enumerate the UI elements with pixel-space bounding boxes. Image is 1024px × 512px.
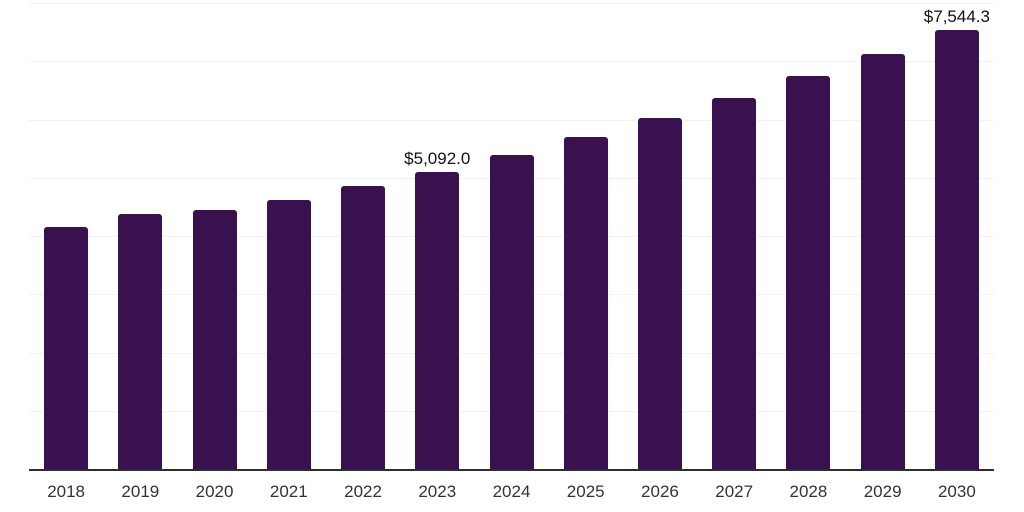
bar-2021[interactable] xyxy=(266,199,311,469)
x-axis-tick-2029: 2029 xyxy=(863,482,902,501)
bar-2022[interactable] xyxy=(341,185,386,469)
bar-2020[interactable] xyxy=(192,209,237,469)
bar-2028[interactable] xyxy=(786,76,831,469)
x-axis-tick-2021: 2021 xyxy=(269,482,308,501)
bar-2027[interactable] xyxy=(712,97,757,469)
x-axis-tick-2019: 2019 xyxy=(121,482,160,501)
bar-2018[interactable] xyxy=(44,226,89,469)
bar-value-label-2030: $7,544.3 xyxy=(923,6,990,26)
x-axis-tick-2028: 2028 xyxy=(789,482,828,501)
bar-2024[interactable] xyxy=(489,155,534,469)
gridline-8000 xyxy=(29,3,994,4)
x-axis-tick-2027: 2027 xyxy=(715,482,754,501)
x-axis-tick-2022: 2022 xyxy=(344,482,382,501)
bar-2029[interactable] xyxy=(860,53,905,469)
x-axis-tick-2030: 2030 xyxy=(937,482,976,501)
x-axis-tick-2020: 2020 xyxy=(195,482,234,501)
gridline-7000 xyxy=(29,61,994,63)
bar-2025[interactable] xyxy=(563,137,608,469)
x-axis-line xyxy=(29,469,994,471)
bar-2026[interactable] xyxy=(637,117,682,469)
bar-2019[interactable] xyxy=(118,213,163,469)
x-axis-tick-2018: 2018 xyxy=(47,482,86,501)
gridline-6000 xyxy=(29,119,994,121)
bar-2023[interactable] xyxy=(415,172,460,469)
x-axis-tick-2025: 2025 xyxy=(566,482,605,501)
bar-value-label-2023: $5,092.0 xyxy=(404,149,471,169)
x-axis-tick-2023: 2023 xyxy=(418,482,457,501)
bar-2030[interactable] xyxy=(934,29,979,469)
x-axis-tick-2024: 2024 xyxy=(492,482,531,501)
x-axis-tick-2026: 2026 xyxy=(641,482,679,501)
